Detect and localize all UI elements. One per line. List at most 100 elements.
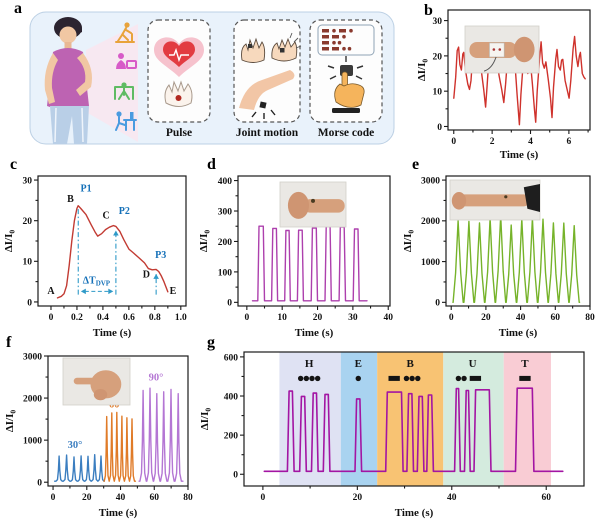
morse-band-E: [340, 352, 378, 486]
press-motion-lines: [327, 65, 364, 80]
pressing-finger-hand: [332, 71, 365, 113]
y-axis-label: ΔI/I0: [3, 230, 17, 253]
sensor-dot: [492, 48, 496, 51]
desk-sitting-icon: [115, 111, 137, 131]
panel-label-f: f: [6, 334, 12, 351]
activity-icons-column: [114, 22, 137, 131]
x-tick-label: 0: [261, 493, 266, 503]
y-tick-label: 20: [433, 52, 443, 62]
annotation-H: H: [305, 358, 314, 370]
morse-dash: [519, 375, 531, 381]
wrist-sensor-dot: [311, 198, 315, 203]
arrowhead-left: [80, 288, 86, 295]
x-tick-label: 20: [353, 493, 363, 503]
morse-dot: [309, 375, 315, 382]
y-tick-label: 10: [433, 88, 443, 98]
x-tick-label: 80: [183, 493, 193, 503]
joint-motion-application-box: [233, 19, 302, 123]
y-tick-label: 400: [224, 392, 239, 402]
x-tick-label: 30: [348, 313, 358, 323]
series-morse-code-signal: [263, 387, 564, 473]
morse-dash: [469, 375, 482, 381]
x-tick-label: 60: [150, 493, 160, 503]
bent-fingers-hand: [241, 37, 266, 63]
morse-dot: [455, 375, 462, 382]
x-tick-label: 60: [551, 313, 561, 323]
application-illustration: Pulse Joint motion Morse code: [29, 11, 395, 145]
morse-symbols-display: [322, 28, 353, 51]
annotation-D: D: [143, 270, 150, 281]
panel-label-b: b: [424, 2, 433, 19]
x-axis-label: Time (s): [99, 507, 138, 519]
joint-motion-box-label: Joint motion: [236, 127, 299, 139]
annotation-B: B: [67, 194, 74, 205]
x-tick-label: 40: [383, 313, 393, 323]
annotation-A: A: [47, 286, 55, 297]
thumb: [93, 389, 108, 401]
annotation-B: B: [407, 358, 415, 370]
morse-code-box-label: Morse code: [318, 127, 375, 139]
x-tick-label: 40: [516, 313, 526, 323]
y-tick-label: 0: [27, 298, 32, 308]
vline-arrowhead: [153, 273, 159, 279]
y-axis-label: ΔI/I0: [199, 408, 213, 431]
chart-single-pulse-waveform: 0 0.2 0.4 0.6 0.8 1.0 0 10 20 30 Time (s) ΔI/I0 A B P1…: [3, 175, 187, 339]
morse-band-T: [503, 352, 551, 486]
y-axis-label: ΔI/I0: [402, 230, 416, 253]
y-tick-label: 2000: [23, 394, 42, 404]
y-axis-label: ΔI/I0: [4, 410, 18, 433]
series-finger-90deg: [138, 387, 184, 482]
fist: [287, 191, 310, 219]
morse-dash: [388, 375, 400, 381]
morse-dot: [303, 375, 310, 382]
pulse-box-label: Pulse: [166, 127, 192, 139]
panel-label-g: g: [207, 334, 215, 351]
flat-palm-hand: [271, 32, 302, 62]
x-tick-label: 0: [51, 493, 56, 503]
x-tick-label: 0.8: [149, 313, 161, 323]
morse-dot: [314, 375, 321, 382]
chart-elbow-bending: 0 20 40 60 80 0 1000 2000 3000 Time (s) ΔI/I0: [402, 175, 595, 339]
x-tick-label: 6: [567, 137, 572, 147]
y-tick-label: 10: [23, 258, 33, 268]
annotation-P1: P1: [80, 183, 91, 194]
x-tick-label: 80: [585, 313, 595, 323]
pulse-application-box: [147, 19, 211, 123]
annotation-U: U: [469, 358, 477, 370]
finger-inset-photo: [62, 357, 131, 406]
x-tick-label: 0: [49, 313, 54, 323]
rehab-walker-icon: [114, 82, 134, 100]
morse-dot: [297, 375, 304, 382]
morse-dot: [461, 375, 467, 382]
extended-arm: [459, 194, 530, 207]
motion-lines: [251, 109, 276, 119]
morse-code-application-box: [309, 19, 383, 123]
panel-label-d: d: [207, 156, 216, 173]
annotation-90°: 90°: [149, 372, 164, 383]
chart-wrist-pulse: 0 2 4 6 0 10 20 30 Time (s) ΔI/I0: [416, 9, 591, 161]
x-tick-label: 60: [541, 493, 551, 503]
y-tick-label: 0: [233, 471, 238, 481]
annotation-30°: 30°: [68, 440, 83, 451]
x-axis-label: Time (s): [500, 149, 539, 161]
y-tick-label: 100: [218, 268, 233, 278]
plot-frame: [37, 175, 187, 307]
ecg-line-icon: [169, 47, 189, 63]
x-tick-label: 0: [449, 313, 454, 323]
projection-beam: [86, 24, 138, 142]
y-tick-label: 3000: [23, 352, 42, 362]
arrowhead-right: [108, 288, 114, 295]
x-tick-label: 0: [244, 313, 249, 323]
x-tick-label: 2: [490, 137, 495, 147]
series-finger-30deg: [54, 453, 105, 482]
fist-inset-photo: [279, 181, 347, 228]
panel-label-e: e: [412, 156, 420, 173]
plot-frame: [47, 355, 189, 487]
x-tick-label: 20: [82, 493, 92, 503]
x-tick-label: 40: [116, 493, 126, 503]
annotation-ΔT: ΔTDVP: [83, 275, 111, 287]
y-axis-label: ΔI/I0: [198, 230, 212, 253]
x-axis-label: Time (s): [499, 327, 538, 339]
